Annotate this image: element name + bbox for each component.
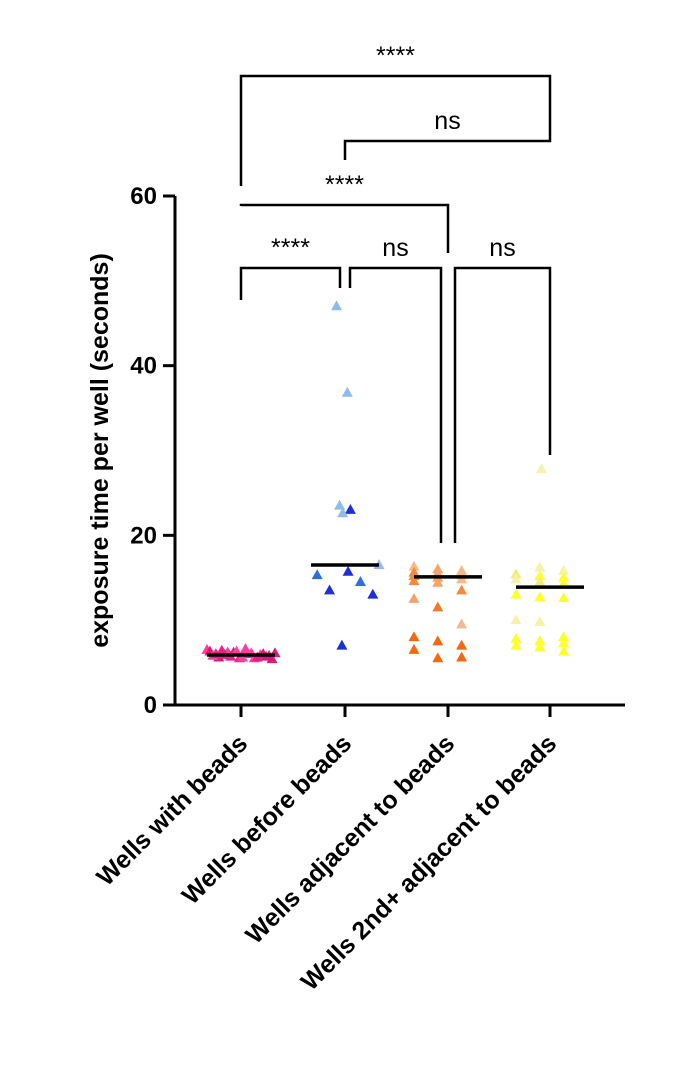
data-point-triangle bbox=[534, 641, 546, 652]
data-point-triangle bbox=[558, 645, 570, 656]
data-point-triangle bbox=[344, 503, 356, 514]
data-point-triangle bbox=[536, 463, 547, 474]
data-point-triangle bbox=[354, 576, 366, 586]
significance-label: ns bbox=[489, 234, 515, 262]
data-point-triangle bbox=[510, 639, 522, 650]
data-point-triangle bbox=[408, 643, 420, 654]
data-point-triangle bbox=[408, 631, 420, 642]
significance-bracket bbox=[453, 266, 552, 543]
y-tick-label: 0 bbox=[144, 692, 157, 719]
data-point-triangle bbox=[510, 614, 522, 625]
significance-bracket bbox=[343, 124, 552, 160]
data-point-triangle bbox=[456, 618, 468, 629]
significance-label: ns bbox=[382, 234, 408, 262]
significance-label: **** bbox=[271, 234, 310, 262]
data-point-triangle bbox=[341, 386, 353, 397]
data-point-triangle bbox=[558, 637, 570, 648]
data-point-triangle bbox=[408, 560, 420, 571]
significance-bracket bbox=[239, 203, 450, 253]
data-point-triangle bbox=[558, 592, 570, 603]
data-point-triangle bbox=[558, 631, 570, 642]
significance-brackets: **** ns **** **** ns ns bbox=[239, 42, 552, 543]
data-point-triangle bbox=[266, 653, 278, 664]
data-point-triangle bbox=[534, 561, 546, 572]
axes bbox=[163, 194, 625, 717]
data-point-triangle bbox=[510, 588, 522, 599]
data-point-triangle bbox=[510, 632, 522, 643]
data-point-triangle bbox=[336, 639, 348, 650]
x-category-label: Wells before beads bbox=[177, 729, 358, 910]
data-point-triangle bbox=[432, 601, 444, 612]
data-point-triangle bbox=[510, 568, 522, 579]
data-point-triangle bbox=[239, 643, 251, 653]
data-point-triangle bbox=[432, 652, 444, 663]
data-point-triangle bbox=[367, 588, 379, 599]
data-point-triangle bbox=[337, 507, 349, 518]
data-point-triangle bbox=[432, 635, 444, 646]
significance-bracket bbox=[239, 266, 342, 300]
data-point-triangle bbox=[510, 573, 522, 584]
y-tick-label: 60 bbox=[130, 183, 157, 210]
data-point-triangle bbox=[231, 645, 243, 656]
data-point-triangle bbox=[456, 639, 468, 650]
data-point-triangle bbox=[558, 571, 570, 582]
significance-label: **** bbox=[376, 42, 415, 70]
data-point-triangle bbox=[534, 635, 546, 646]
significance-label: ns bbox=[434, 107, 460, 135]
y-tick-label: 20 bbox=[130, 522, 157, 549]
median-lines bbox=[207, 563, 584, 657]
significance-bracket bbox=[239, 74, 552, 186]
data-point-triangle bbox=[334, 499, 346, 510]
data-points bbox=[201, 300, 570, 664]
data-point-triangle bbox=[558, 565, 570, 575]
data-point-triangle bbox=[456, 651, 468, 662]
y-tick-label: 40 bbox=[130, 353, 157, 380]
data-point-triangle bbox=[558, 577, 570, 588]
data-point-triangle bbox=[342, 565, 354, 576]
data-point-triangle bbox=[324, 584, 336, 595]
data-point-triangle bbox=[534, 570, 546, 581]
data-point-triangle bbox=[534, 591, 546, 602]
data-point-triangle bbox=[534, 576, 546, 586]
data-point-triangle bbox=[408, 593, 420, 603]
significance-label: **** bbox=[325, 171, 364, 199]
significance-bracket bbox=[348, 266, 443, 543]
y-axis-label: exposure time per well (seconds) bbox=[86, 253, 114, 648]
data-point-triangle bbox=[456, 584, 468, 595]
data-point-triangle bbox=[311, 569, 323, 580]
x-category-label: Wells adjacent to beads bbox=[240, 729, 460, 949]
data-point-triangle bbox=[534, 615, 546, 626]
data-point-triangle bbox=[331, 300, 342, 311]
data-point-triangle bbox=[408, 575, 420, 586]
data-point-triangle bbox=[432, 576, 444, 587]
